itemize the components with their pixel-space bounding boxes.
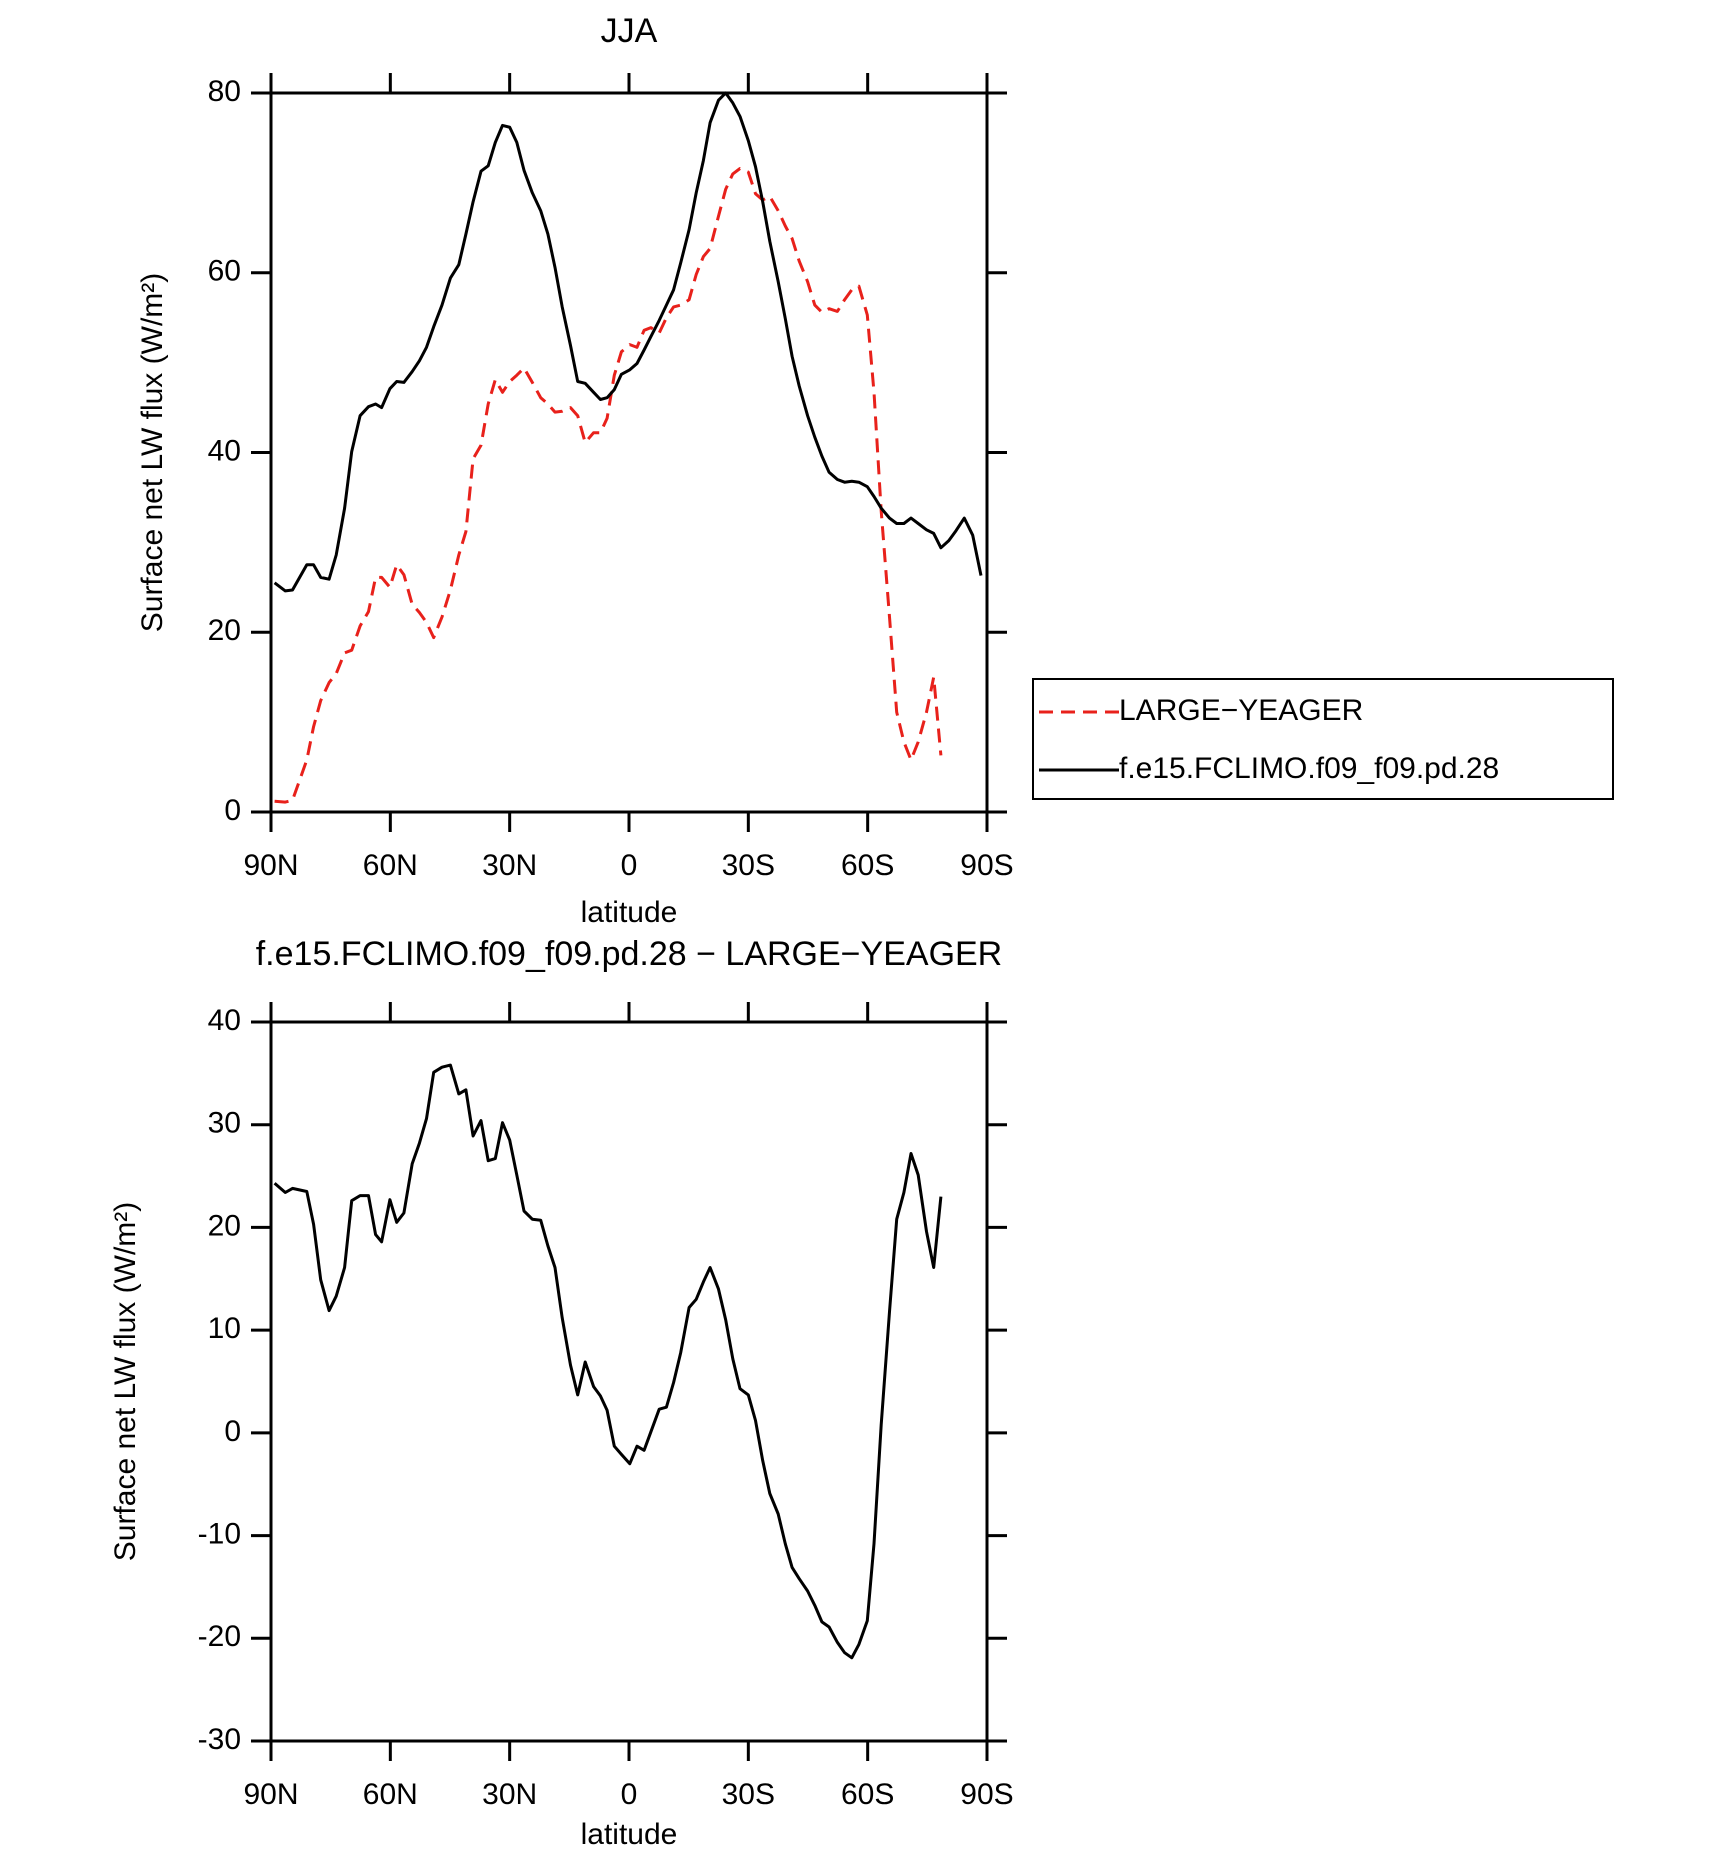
y-axis-label: Surface net LW flux (W/m²)	[109, 1202, 142, 1562]
y-tick-label: 80	[208, 75, 241, 108]
x-tick-label: 60N	[363, 1778, 418, 1811]
x-axis-label: latitude	[581, 896, 678, 929]
x-tick-label: 0	[621, 849, 638, 882]
x-tick-label: 0	[621, 1778, 638, 1811]
x-tick-label: 60S	[841, 849, 894, 882]
y-tick-label: -30	[198, 1723, 241, 1756]
y-tick-label: 10	[208, 1312, 241, 1345]
x-tick-label: 90N	[243, 1778, 298, 1811]
x-tick-label: 30N	[482, 849, 537, 882]
y-axis-label: Surface net LW flux (W/m²)	[136, 273, 169, 633]
data-line	[273, 1063, 943, 1660]
x-tick-label: 90N	[243, 849, 298, 882]
legend-label: f.e15.FCLIMO.f09_f09.pd.28	[1119, 752, 1499, 785]
x-tick-label: 30S	[722, 849, 775, 882]
y-tick-label: 40	[208, 1004, 241, 1037]
y-tick-label: 20	[208, 614, 241, 647]
plot-frame	[269, 1020, 989, 1743]
x-tick-label: 60N	[363, 849, 418, 882]
legend-label: LARGE−YEAGER	[1119, 694, 1363, 727]
legend-box	[1032, 678, 1614, 800]
chart-title: f.e15.FCLIMO.f09_f09.pd.28 − LARGE−YEAGE…	[256, 935, 1003, 973]
x-tick-label: 30S	[722, 1778, 775, 1811]
y-tick-label: 0	[224, 1415, 241, 1448]
data-line	[273, 91, 983, 593]
y-tick-label: -20	[198, 1620, 241, 1653]
x-axis-label: latitude	[581, 1818, 678, 1850]
y-tick-label: 20	[208, 1209, 241, 1242]
plot-frame	[269, 91, 989, 814]
y-tick-label: 40	[208, 434, 241, 467]
y-tick-label: 60	[208, 255, 241, 288]
x-tick-label: 30N	[482, 1778, 537, 1811]
y-tick-label: 0	[224, 794, 241, 827]
y-tick-label: 30	[208, 1107, 241, 1140]
chart-title: JJA	[601, 12, 658, 50]
y-tick-label: -10	[198, 1517, 241, 1550]
x-tick-label: 90S	[960, 1778, 1013, 1811]
data-line	[274, 167, 943, 804]
x-tick-label: 90S	[960, 849, 1013, 882]
x-tick-label: 60S	[841, 1778, 894, 1811]
